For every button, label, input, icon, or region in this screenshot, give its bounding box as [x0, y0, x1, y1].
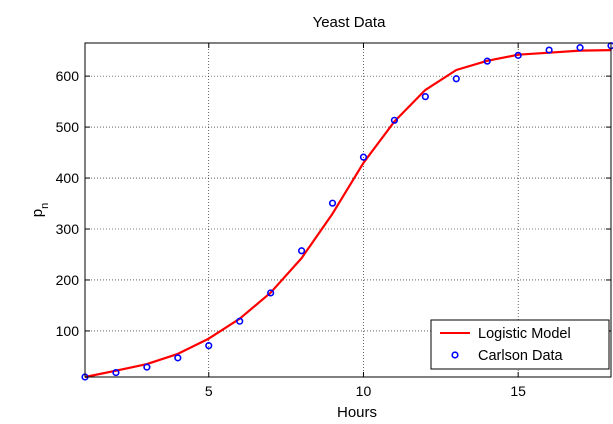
- legend: Logistic Model Carlson Data: [430, 319, 610, 370]
- carlson-data-point: [421, 93, 429, 101]
- carlson-data-point: [514, 51, 522, 59]
- x-tick-label: 10: [356, 383, 372, 399]
- legend-label-carlson-data: Carlson Data: [478, 348, 564, 364]
- y-axis-label: pn: [29, 203, 51, 217]
- carlson-data-point: [328, 199, 337, 207]
- y-tick-label: 300: [56, 221, 80, 237]
- x-tick-label: 15: [510, 383, 526, 399]
- y-tick-label: 500: [56, 119, 80, 135]
- plot-frame: [84, 42, 612, 378]
- carlson-data-point: [174, 354, 182, 362]
- legend-marker-sample: [451, 351, 459, 359]
- series-layer: [81, 42, 613, 381]
- legend-label-logistic-model: Logistic Model: [478, 326, 571, 342]
- svg-text:pn: pn: [29, 203, 51, 217]
- x-tick-labels: 5 10 15: [205, 383, 526, 399]
- x-axis-label: Hours: [337, 404, 377, 421]
- carlson-data-point: [297, 247, 306, 255]
- y-tick-label: 100: [56, 323, 80, 339]
- y-axis-label-main: p: [29, 209, 46, 217]
- carlson-data-point: [576, 44, 584, 52]
- y-axis-label-subscript: n: [39, 203, 51, 209]
- carlson-data-point: [390, 116, 399, 124]
- x-tick-label: 5: [205, 383, 213, 399]
- chart-title: Yeast Data: [313, 14, 386, 31]
- carlson-data-point: [236, 317, 244, 325]
- y-tick-label: 600: [56, 68, 80, 84]
- y-tick-label: 200: [56, 272, 80, 288]
- y-tick-label: 400: [56, 170, 80, 186]
- carlson-data-point: [112, 368, 120, 377]
- carlson-data-point: [483, 57, 491, 65]
- carlson-data-point: [143, 363, 151, 371]
- carlson-data-point: [545, 46, 553, 54]
- carlson-data-point: [452, 75, 460, 83]
- carlson-data-point: [267, 289, 275, 297]
- carlson-data-point: [205, 342, 213, 350]
- y-tick-labels: 100 200 300 400 500 600: [56, 68, 80, 339]
- carlson-data-point: [359, 153, 368, 161]
- logistic-model-line: [84, 49, 612, 379]
- legend-box: [430, 319, 610, 370]
